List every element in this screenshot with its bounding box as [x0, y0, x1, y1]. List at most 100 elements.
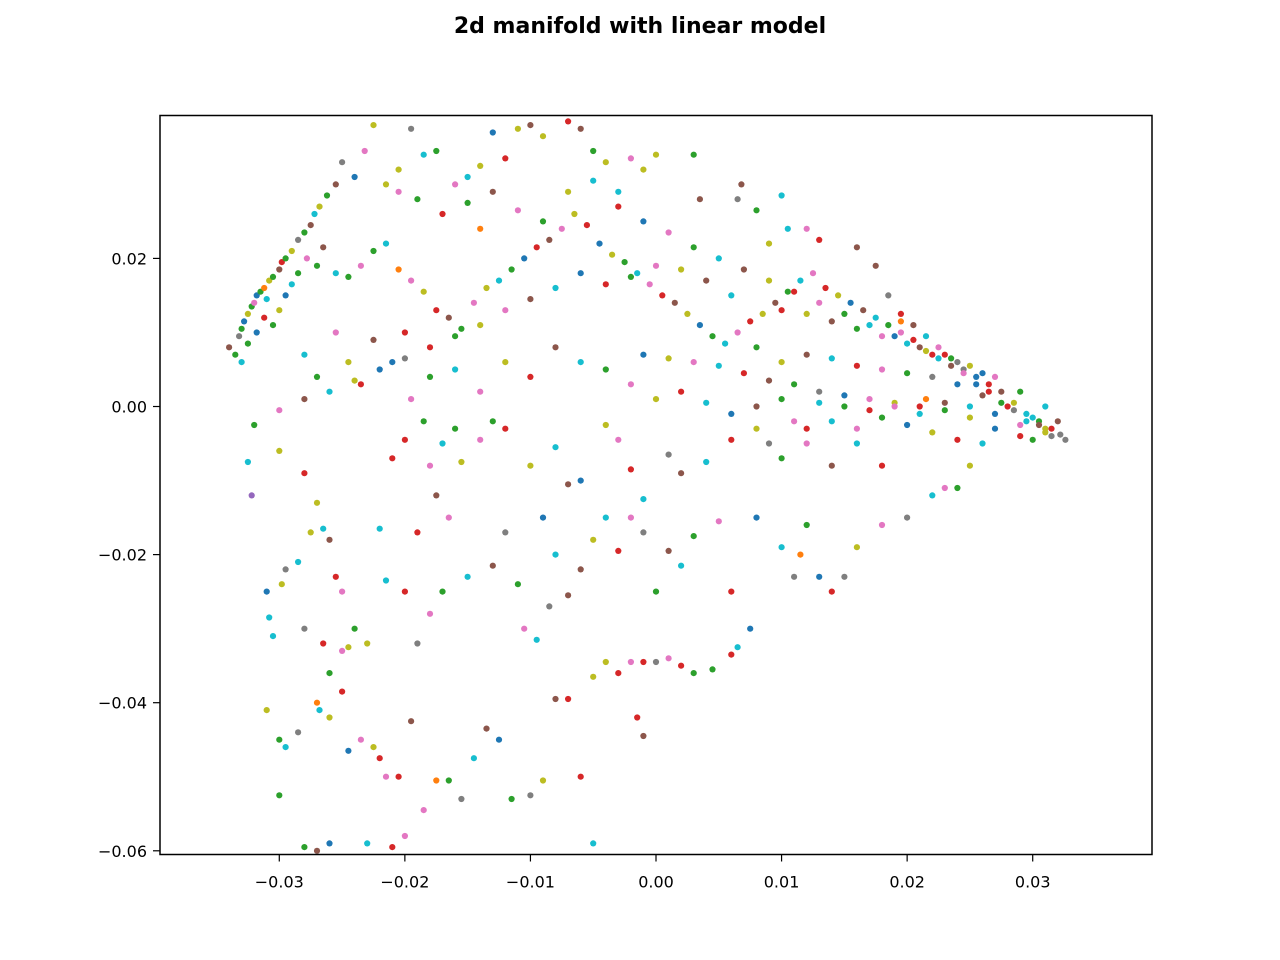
scatter-point — [602, 366, 609, 373]
scatter-point — [552, 344, 559, 351]
scatter-point — [320, 640, 327, 647]
scatter-point — [552, 444, 559, 451]
scatter-point — [426, 462, 434, 469]
scatter-point — [678, 388, 685, 395]
scatter-point — [740, 370, 748, 377]
scatter-point — [835, 292, 842, 299]
scatter-point — [565, 188, 572, 195]
scatter-point — [251, 421, 258, 429]
scatter-point — [276, 736, 283, 743]
scatter-point — [1017, 388, 1024, 395]
scatter-point — [311, 210, 318, 218]
scatter-point — [464, 173, 471, 181]
scatter-point — [232, 351, 239, 358]
scatter-point — [269, 273, 277, 280]
scatter-point — [533, 636, 540, 643]
scatter-point — [351, 173, 358, 181]
scatter-point — [577, 359, 584, 366]
scatter-point — [791, 418, 798, 425]
scatter-point — [514, 125, 522, 132]
scatter-point — [929, 492, 936, 499]
scatter-point — [401, 832, 408, 840]
scatter-point — [261, 314, 268, 321]
scatter-point — [646, 281, 653, 288]
scatter-point — [991, 425, 999, 432]
scatter-point — [715, 362, 722, 369]
scatter-point — [728, 292, 735, 299]
scatter-point — [521, 625, 528, 632]
scatter-point — [904, 514, 911, 521]
scatter-point — [652, 588, 660, 595]
scatter-point — [922, 347, 930, 355]
scatter-point — [678, 662, 685, 669]
scatter-point — [452, 425, 459, 432]
scatter-point — [583, 222, 591, 229]
scatter-point — [558, 225, 565, 232]
scatter-point — [803, 521, 810, 529]
scatter-point — [602, 421, 609, 429]
scatter-point — [878, 414, 886, 421]
scatter-point — [395, 188, 402, 195]
scatter-point — [301, 396, 308, 403]
scatter-point — [640, 351, 647, 358]
scatter-point — [853, 425, 861, 432]
scatter-point — [546, 236, 553, 243]
scatter-point — [326, 714, 333, 721]
scatter-point — [282, 744, 289, 751]
scatter-point — [652, 151, 660, 158]
scatter-point — [621, 259, 628, 266]
scatter-point — [665, 229, 672, 236]
scatter-point — [828, 588, 835, 595]
scatter-point — [244, 458, 251, 466]
scatter-point — [665, 547, 672, 555]
scatter-point — [483, 725, 490, 732]
scatter-point — [634, 270, 641, 277]
scatter-point — [295, 558, 302, 566]
scatter-point — [514, 207, 522, 214]
scatter-point — [991, 410, 999, 417]
scatter-point — [797, 551, 804, 558]
scatter-point — [853, 440, 861, 447]
scatter-point — [502, 425, 509, 432]
scatter-point — [728, 588, 735, 595]
scatter-point — [803, 425, 810, 432]
scatter-point — [332, 181, 339, 188]
scatter-point — [897, 310, 905, 317]
scatter-point — [502, 307, 509, 314]
scatter-point — [904, 340, 911, 347]
scatter-point — [998, 388, 1005, 395]
scatter-point — [753, 344, 760, 351]
scatter-point — [791, 288, 798, 295]
scatter-point — [433, 307, 440, 314]
scatter-point — [904, 421, 911, 429]
scatter-point — [634, 714, 641, 721]
scatter-point — [985, 388, 992, 395]
scatter-point — [477, 162, 484, 169]
scatter-point — [703, 399, 710, 406]
scatter-point — [313, 847, 321, 854]
scatter-point — [954, 359, 961, 366]
scatter-point — [966, 462, 974, 469]
scatter-point — [361, 147, 368, 155]
scatter-point — [452, 333, 459, 340]
scatter-point — [816, 236, 823, 243]
scatter-point — [1048, 425, 1055, 432]
scatter-point — [609, 251, 616, 258]
scatter-point — [885, 322, 892, 329]
scatter-point — [364, 840, 371, 847]
scatter-point — [408, 277, 415, 284]
scatter-point — [370, 744, 377, 751]
scatter-point — [414, 529, 421, 536]
y-tick-label: −0.02 — [98, 546, 147, 565]
scatter-point — [464, 199, 471, 206]
y-tick-label: 0.02 — [111, 249, 147, 268]
scatter-point — [571, 210, 578, 218]
scatter-point — [278, 581, 285, 588]
scatter-point — [784, 288, 791, 295]
scatter-point — [910, 336, 917, 343]
scatter-point — [841, 403, 848, 410]
scatter-point — [345, 747, 352, 754]
scatter-point — [991, 373, 999, 380]
scatter-point — [885, 292, 892, 299]
scatter-point — [853, 325, 861, 332]
